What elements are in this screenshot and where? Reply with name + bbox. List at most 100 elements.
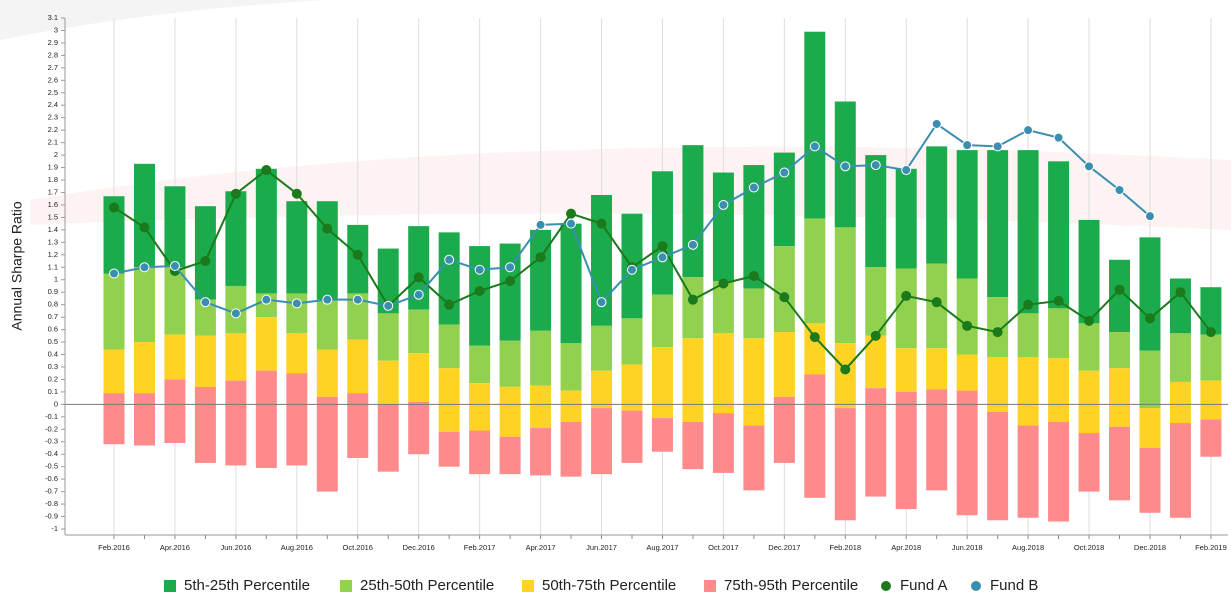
legend-marker	[164, 580, 176, 592]
bar-segment	[530, 330, 552, 386]
y-tick-label: 0.4	[48, 349, 58, 358]
bar-segment	[469, 345, 491, 384]
legend-label: 5th-25th Percentile	[184, 577, 310, 594]
bar-segment	[1017, 150, 1039, 314]
legend-marker	[340, 580, 352, 592]
legend-label: 75th-95th Percentile	[724, 577, 858, 594]
bar-segment	[804, 323, 826, 375]
point	[718, 199, 729, 210]
x-tick-label: Feb.2019	[1195, 543, 1227, 552]
point	[1053, 132, 1064, 143]
bar-segment	[377, 360, 399, 405]
bar-segment	[591, 408, 613, 475]
y-axis-title: Annual Sharpe Ratio	[9, 201, 25, 330]
bar-segment	[1078, 370, 1100, 434]
y-tick-label: 2.9	[48, 38, 58, 47]
bar-segment	[194, 299, 216, 336]
bar-segment	[682, 421, 704, 470]
point	[992, 141, 1003, 152]
bar-segment	[286, 373, 308, 466]
bar-segment	[1200, 419, 1222, 457]
point	[840, 161, 851, 172]
point	[230, 308, 241, 319]
bar-segment	[956, 278, 978, 355]
y-tick-label: -0.4	[45, 449, 58, 458]
point	[444, 299, 455, 310]
y-tick-label: 2.7	[48, 63, 58, 72]
point	[566, 208, 577, 219]
bar-segment	[712, 333, 734, 414]
bar-segment	[743, 288, 765, 339]
point	[109, 268, 119, 279]
bar-segment	[255, 370, 277, 468]
point	[505, 262, 516, 273]
y-tick-label: 1.8	[48, 175, 58, 184]
y-tick-label: 0.8	[48, 300, 58, 309]
bar-segment	[438, 232, 460, 325]
bar-segment	[591, 370, 613, 409]
point	[809, 141, 820, 152]
point	[474, 285, 485, 296]
y-tick-label: -0.8	[45, 499, 58, 508]
point	[444, 254, 455, 265]
bar-segment	[743, 165, 765, 289]
bar-segment	[956, 150, 978, 279]
bar-segment	[438, 368, 460, 432]
point	[931, 297, 942, 308]
point	[870, 160, 881, 171]
bar-segment	[1048, 308, 1070, 359]
point	[809, 332, 820, 343]
point	[626, 264, 637, 275]
bar-segment	[956, 390, 978, 516]
x-tick-label: Dec.2018	[1134, 543, 1166, 552]
bar-segment	[1169, 423, 1191, 518]
bar-segment	[316, 201, 338, 300]
bar-segment	[712, 413, 734, 473]
y-tick-label: 2.4	[48, 100, 58, 109]
bar-segment	[865, 388, 887, 497]
point	[1023, 299, 1034, 310]
x-tick-label: Aug.2017	[646, 543, 678, 552]
bar-segment	[1139, 408, 1161, 448]
bar-segment	[1109, 332, 1131, 369]
bar-segment	[499, 386, 521, 437]
x-tick-label: Oct.2018	[1074, 543, 1104, 552]
bar-segment	[1048, 161, 1070, 309]
y-tick-label: 1.3	[48, 237, 58, 246]
point	[535, 219, 546, 230]
point	[1175, 287, 1186, 298]
legend-label: 25th-50th Percentile	[360, 577, 494, 594]
bar-segment	[133, 342, 155, 394]
point	[474, 264, 485, 275]
y-tick-label: 0	[54, 399, 58, 408]
y-tick-label: 0.6	[48, 325, 58, 334]
y-tick-label: -0.7	[45, 487, 58, 496]
point	[261, 165, 272, 176]
bar-segment	[377, 313, 399, 361]
legend-label: Fund A	[900, 577, 948, 594]
point	[230, 188, 241, 199]
bar-segment	[926, 348, 948, 390]
legend-marker	[881, 581, 891, 591]
bar-segment	[499, 340, 521, 387]
x-tick-label: Jun.2017	[586, 543, 617, 552]
bar-segment	[469, 430, 491, 475]
bar-segment	[1017, 357, 1039, 426]
x-tick-label: Oct.2016	[343, 543, 373, 552]
y-tick-label: 2	[54, 150, 58, 159]
bar-segment	[773, 332, 795, 397]
y-tick-label: 1.7	[48, 187, 58, 196]
bar-segment	[316, 299, 338, 350]
y-tick-label: 1	[54, 275, 58, 284]
y-tick-label: 2.8	[48, 50, 58, 59]
legend-marker	[522, 580, 534, 592]
bar-segment	[1048, 421, 1070, 522]
bar-segment	[895, 168, 917, 269]
point	[657, 241, 668, 252]
bar-segment	[1078, 219, 1100, 324]
bar-segment	[530, 428, 552, 476]
point	[1053, 295, 1064, 306]
point	[413, 289, 424, 300]
bar-segment	[530, 229, 552, 331]
point	[200, 297, 211, 308]
